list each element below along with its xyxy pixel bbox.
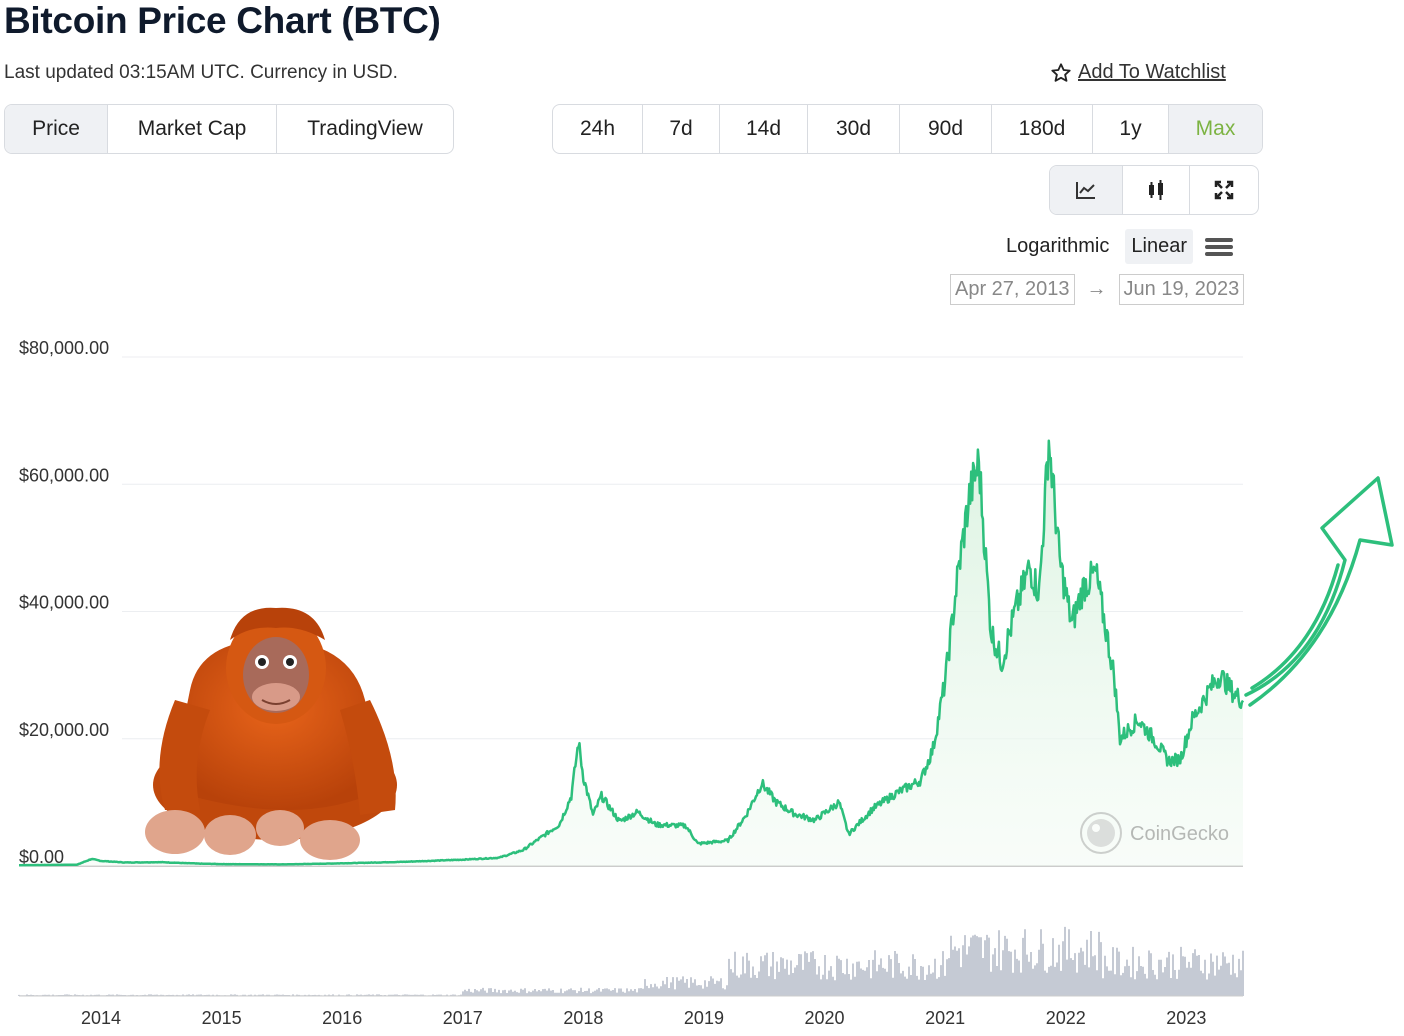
range-1y[interactable]: 1y: [1093, 105, 1169, 153]
time-range-buttons: 24h 7d 14d 30d 90d 180d 1y Max: [552, 104, 1263, 154]
last-updated-text: Last updated 03:15AM UTC. Currency in US…: [4, 62, 398, 83]
y-tick-label: $80,000.00: [19, 338, 109, 358]
scale-toggle: Logarithmic Linear: [1000, 229, 1233, 264]
range-14d[interactable]: 14d: [720, 105, 808, 153]
x-tick-label: 2022: [1046, 1008, 1086, 1028]
x-tick-label: 2023: [1166, 1008, 1206, 1028]
menu-icon[interactable]: [1205, 235, 1233, 259]
range-7d[interactable]: 7d: [643, 105, 720, 153]
line-chart-icon: [1076, 182, 1095, 199]
scale-logarithmic[interactable]: Logarithmic: [1006, 235, 1110, 257]
watchlist-label: Add To Watchlist: [1078, 61, 1226, 83]
x-tick-label: 2014: [81, 1008, 121, 1028]
arrow-right-icon: →: [1086, 278, 1107, 300]
date-from-input[interactable]: Apr 27, 2013: [950, 274, 1075, 305]
x-tick-label: 2015: [202, 1008, 242, 1028]
y-tick-label: $60,000.00: [19, 465, 109, 485]
range-24h[interactable]: 24h: [553, 105, 643, 153]
line-chart-button[interactable]: [1050, 166, 1123, 214]
x-tick-label: 2016: [322, 1008, 362, 1028]
star-icon: [1051, 62, 1071, 82]
tab-price[interactable]: Price: [5, 105, 108, 153]
y-tick-label: $0.00: [19, 847, 64, 867]
x-tick-label: 2019: [684, 1008, 724, 1028]
range-max[interactable]: Max: [1169, 105, 1262, 153]
range-180d[interactable]: 180d: [992, 105, 1093, 153]
x-tick-label: 2017: [443, 1008, 483, 1028]
y-tick-label: $40,000.00: [19, 593, 109, 613]
tab-tradingview[interactable]: TradingView: [307, 117, 423, 140]
x-tick-label: 2018: [563, 1008, 603, 1028]
price-area: [19, 440, 1243, 866]
upward-arrow-drawing: [1244, 476, 1394, 707]
range-30d[interactable]: 30d: [808, 105, 900, 153]
fullscreen-button[interactable]: [1190, 166, 1258, 214]
scale-linear[interactable]: Linear: [1125, 229, 1193, 264]
candlestick-icon: [1149, 180, 1163, 200]
date-range: Apr 27, 2013 → Jun 19, 2023: [950, 274, 1245, 305]
x-tick-label: 2021: [925, 1008, 965, 1028]
fullscreen-icon: [1214, 180, 1234, 200]
chart-type-buttons: [1049, 165, 1259, 215]
orangutan-emoji: [145, 607, 397, 860]
x-tick-label: 2020: [805, 1008, 845, 1028]
volume-bars: [18, 926, 1244, 996]
add-to-watchlist-link[interactable]: Add To Watchlist: [1050, 61, 1226, 84]
range-90d[interactable]: 90d: [900, 105, 992, 153]
candlestick-button[interactable]: [1123, 166, 1190, 214]
y-tick-label: $20,000.00: [19, 720, 109, 740]
chart-tabs: Price Market Cap TradingView: [4, 104, 454, 154]
coingecko-watermark: CoinGecko: [1080, 812, 1229, 854]
price-line: [18, 439, 1245, 867]
tab-market-cap[interactable]: Market Cap: [108, 105, 277, 153]
page-title: Bitcoin Price Chart (BTC): [4, 0, 441, 41]
watermark-text: CoinGecko: [1130, 823, 1229, 845]
date-to-input[interactable]: Jun 19, 2023: [1118, 274, 1245, 305]
